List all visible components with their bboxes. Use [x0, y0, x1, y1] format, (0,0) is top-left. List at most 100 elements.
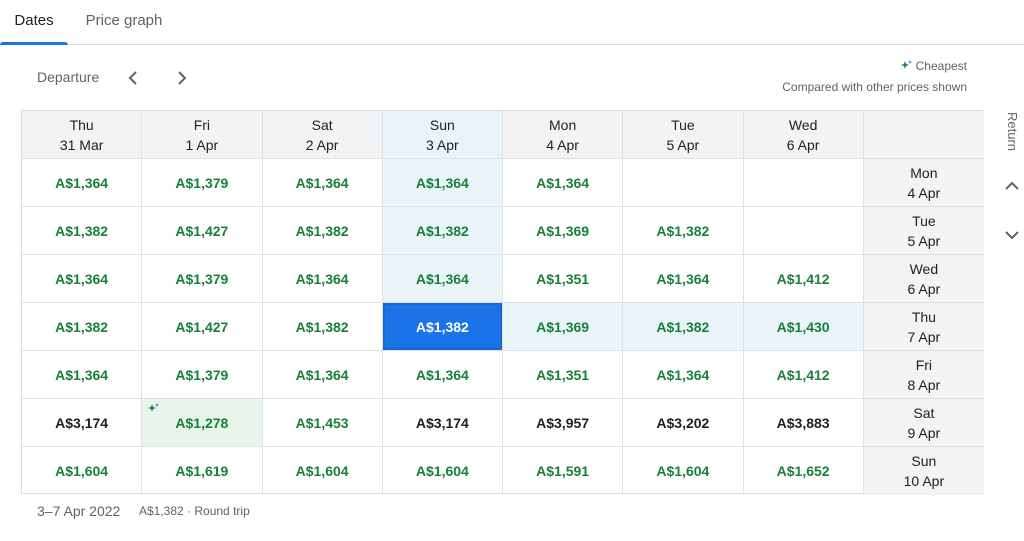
row-header-day: Thu	[911, 308, 936, 325]
col-header-day: Sun	[429, 116, 455, 133]
price-cell[interactable]: A$3,174	[22, 399, 143, 447]
empty-cell	[743, 207, 864, 255]
price-cell[interactable]: A$1,364	[262, 159, 383, 207]
price-cell[interactable]: A$1,591	[503, 447, 624, 495]
chevron-down-icon	[1005, 231, 1019, 240]
price-cell[interactable]: A$1,382	[262, 303, 383, 351]
price-value: A$3,883	[776, 414, 830, 431]
price-value: A$1,364	[295, 174, 349, 191]
tab-dates[interactable]: Dates	[14, 12, 54, 29]
price-value: A$1,430	[776, 318, 830, 335]
chevron-left-icon	[128, 71, 137, 85]
price-value: A$1,364	[55, 174, 109, 191]
price-cell[interactable]: A$1,619	[142, 447, 263, 495]
price-cell[interactable]: A$1,382	[623, 303, 744, 351]
price-value: A$1,364	[55, 270, 109, 287]
price-cell[interactable]: A$1,604	[383, 447, 503, 495]
price-cell[interactable]: A$1,427	[142, 303, 263, 351]
col-header-day: Mon	[549, 116, 577, 133]
price-cell[interactable]: A$1,453	[262, 399, 383, 447]
price-cell[interactable]: A$1,369	[503, 303, 624, 351]
price-cell[interactable]: A$1,364	[503, 159, 624, 207]
price-cell[interactable]: A$1,604	[22, 447, 143, 495]
price-cell[interactable]: A$1,364	[22, 159, 143, 207]
price-cell[interactable]: A$1,379	[142, 351, 263, 399]
price-cell[interactable]: A$1,430	[743, 303, 864, 351]
price-cell[interactable]: A$1,351	[503, 351, 624, 399]
price-cell[interactable]: A$1,604	[263, 447, 383, 495]
price-cell[interactable]: A$1,382	[22, 207, 143, 255]
price-cell[interactable]: A$1,382	[262, 207, 383, 255]
active-tab-indicator	[0, 42, 68, 45]
price-cell[interactable]: A$3,174	[382, 399, 503, 447]
price-cell[interactable]: A$1,604	[623, 447, 744, 495]
departure-col-header: Tue 5 Apr	[623, 111, 744, 159]
price-value: A$1,364	[415, 270, 469, 287]
price-cell[interactable]: A$1,652	[744, 447, 864, 495]
col-header-date: 31 Mar	[59, 136, 104, 153]
price-value: A$1,382	[295, 318, 349, 335]
price-value: A$1,652	[776, 463, 830, 479]
price-cell[interactable]: A$1,364	[22, 255, 143, 303]
tab-price-graph[interactable]: Price graph	[85, 12, 163, 29]
price-value: A$1,604	[656, 463, 710, 479]
return-next-button[interactable]	[999, 222, 1024, 248]
return-row-header: Tue 5 Apr	[863, 207, 984, 255]
row-header-date: 7 Apr	[907, 328, 941, 345]
price-value: A$1,382	[55, 222, 109, 239]
price-value: A$1,604	[295, 463, 349, 479]
price-value: A$1,379	[175, 270, 229, 287]
col-header-date: 1 Apr	[185, 136, 219, 153]
row-header-day: Mon	[910, 164, 938, 181]
price-cell[interactable]: A$1,364	[262, 255, 383, 303]
price-value: A$1,604	[415, 463, 469, 479]
col-header-date: 2 Apr	[305, 136, 339, 153]
price-value: A$3,202	[656, 414, 710, 431]
price-cell[interactable]: A$1,278	[142, 399, 263, 447]
price-value: A$1,364	[295, 366, 349, 383]
price-cell[interactable]: A$1,379	[142, 255, 263, 303]
price-cell[interactable]: A$1,379	[142, 159, 263, 207]
price-cell[interactable]: A$1,351	[503, 255, 624, 303]
price-cell[interactable]: A$1,382	[22, 303, 143, 351]
price-cell[interactable]: A$1,382	[382, 303, 503, 351]
price-cell[interactable]: A$1,382	[382, 207, 503, 255]
price-cell[interactable]: A$1,364	[382, 159, 503, 207]
return-row-header: Thu 7 Apr	[863, 303, 984, 351]
price-value: A$3,957	[536, 414, 590, 431]
price-cell[interactable]: A$3,957	[503, 399, 624, 447]
col-header-day: Fri	[193, 116, 211, 133]
col-header-date: 5 Apr	[666, 136, 700, 153]
price-value: A$1,382	[295, 222, 349, 239]
price-cell[interactable]: A$1,382	[623, 207, 744, 255]
return-row-header: Sun 10 Apr	[863, 447, 984, 495]
price-cell[interactable]: A$1,369	[503, 207, 624, 255]
price-value: A$1,591	[536, 463, 590, 479]
price-cell[interactable]: A$1,427	[142, 207, 263, 255]
row-header-date: 5 Apr	[907, 232, 941, 249]
tab-bar: Dates Price graph	[0, 0, 1024, 45]
price-cell[interactable]: A$1,364	[623, 255, 744, 303]
return-prev-button[interactable]	[999, 173, 1024, 199]
departure-col-header: Mon 4 Apr	[503, 111, 624, 159]
price-value: A$1,382	[415, 222, 469, 239]
price-cell[interactable]: A$3,202	[623, 399, 744, 447]
price-cell[interactable]: A$1,364	[382, 351, 503, 399]
price-cell[interactable]: A$1,364	[623, 351, 744, 399]
departure-next-button[interactable]	[168, 64, 196, 92]
departure-col-header: Fri 1 Apr	[142, 111, 263, 159]
price-cell[interactable]: A$1,412	[743, 351, 864, 399]
price-cell[interactable]: A$1,364	[22, 351, 143, 399]
price-cell[interactable]: A$1,364	[382, 255, 503, 303]
price-value: A$1,364	[656, 366, 710, 383]
price-cell[interactable]: A$3,883	[743, 399, 864, 447]
departure-prev-button[interactable]	[119, 64, 147, 92]
price-cell[interactable]: A$1,364	[262, 351, 383, 399]
price-value: A$1,453	[295, 414, 349, 431]
row-header-date: 6 Apr	[907, 280, 941, 297]
price-value: A$1,364	[656, 270, 710, 287]
empty-cell	[743, 159, 864, 207]
price-cell[interactable]: A$1,412	[743, 255, 864, 303]
row-header-day: Fri	[915, 356, 933, 373]
row-header-day: Sun	[911, 453, 937, 469]
